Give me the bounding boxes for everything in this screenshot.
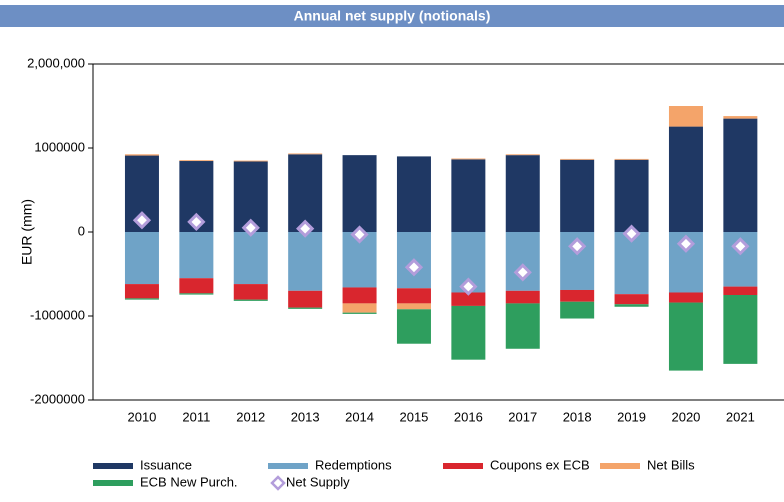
bar-segment (505, 154, 540, 156)
x-tick-label: 2011 (182, 409, 210, 424)
y-axis-label: EUR (mm) (19, 199, 35, 265)
bar-segment (342, 303, 377, 313)
y-tick-label: -2000000 (30, 391, 85, 406)
x-tick-label: 2012 (236, 409, 265, 424)
bar-segment (179, 232, 214, 279)
bar-segment (233, 284, 268, 300)
title-bar (0, 5, 784, 27)
x-tick-label: 2016 (454, 409, 483, 424)
bar-segment (560, 301, 595, 319)
bar-segment (179, 293, 214, 295)
legend-label: Redemptions (315, 457, 392, 472)
bar-segment (288, 154, 323, 232)
net-supply-marker (513, 263, 532, 282)
net-supply-marker (241, 218, 260, 237)
x-tick-label: 2014 (345, 409, 374, 424)
net-supply-marker (731, 237, 750, 256)
legend-swatch (600, 463, 640, 469)
y-tick-label: 2,000,000 (27, 55, 85, 70)
bar-segment (288, 307, 323, 309)
bar-segment (451, 158, 486, 160)
bar-segment (233, 232, 268, 285)
bar-segment (124, 284, 159, 299)
bar-segment (723, 116, 758, 119)
bar-segment (288, 290, 323, 308)
net-supply-marker (350, 225, 369, 244)
bar-segment (505, 290, 540, 304)
x-tick-label: 2019 (617, 409, 646, 424)
net-supply-marker (622, 224, 641, 243)
bar-segment (451, 292, 486, 306)
bar-segment (342, 287, 377, 304)
bar-segment (233, 299, 268, 301)
x-tick-label: 2020 (671, 409, 700, 424)
net-supply-marker (404, 258, 424, 277)
y-tick-label: 1000000 (34, 139, 85, 154)
bar-segment (560, 158, 595, 160)
bar-segment (288, 153, 323, 155)
legend-swatch (443, 463, 483, 469)
bar-segment (560, 289, 595, 302)
bar-segment (124, 232, 159, 285)
bar-segment (396, 309, 431, 344)
x-tick-label: 2013 (291, 409, 320, 424)
bar-segment (668, 126, 703, 232)
legend-label: Coupons ex ECB (490, 457, 590, 472)
x-tick-label: 2017 (508, 409, 537, 424)
legend-marker (270, 475, 286, 491)
bar-segment (451, 305, 486, 360)
bar-segment (723, 286, 758, 295)
bar-segment (505, 155, 540, 232)
bar-segment (124, 298, 159, 300)
bar-segment (179, 160, 214, 162)
legend-label: ECB New Purch. (140, 474, 238, 489)
bar-segment (505, 303, 540, 349)
bar-segment (560, 159, 595, 232)
bar-segment (451, 159, 486, 232)
x-tick-label: 2015 (399, 409, 428, 424)
y-tick-label: 0 (78, 223, 85, 238)
bar-segment (342, 155, 377, 232)
net-supply-marker (568, 237, 587, 256)
bar-segment (668, 292, 703, 303)
bar-segment (668, 106, 703, 127)
net-supply-marker (459, 277, 478, 296)
bar-segment (342, 312, 377, 314)
bar-segment (723, 295, 758, 364)
bar-segment (668, 302, 703, 371)
x-tick-label: 2021 (726, 409, 755, 424)
bar-segment (614, 304, 649, 307)
net-supply-marker (187, 212, 206, 232)
legend-label: Net Supply (286, 474, 350, 489)
legend-swatch (268, 463, 308, 469)
bar-segment (723, 118, 758, 232)
bar-segment (233, 160, 268, 162)
net-supply-marker (676, 234, 696, 253)
bar-segment (396, 156, 431, 232)
y-tick-label: -1000000 (30, 307, 85, 322)
legend-swatch (93, 463, 133, 469)
legend-swatch (93, 480, 133, 486)
bar-segment (396, 288, 431, 304)
net-supply-marker (296, 219, 315, 238)
legend-label: Issuance (140, 457, 192, 472)
bar-segment (614, 158, 649, 160)
bar-segment (179, 278, 214, 294)
net-supply-marker (132, 211, 152, 230)
bar-segment (614, 294, 649, 305)
bar-segment (505, 232, 540, 291)
legend-label: Net Bills (647, 457, 695, 472)
bar-segment (396, 303, 431, 310)
bar-segment (288, 232, 323, 291)
x-tick-label: 2010 (127, 409, 156, 424)
chart-title: Annual net supply (notionals) (294, 8, 491, 24)
x-tick-label: 2018 (563, 409, 592, 424)
bar-segment (614, 159, 649, 232)
bar-segment (124, 154, 159, 156)
